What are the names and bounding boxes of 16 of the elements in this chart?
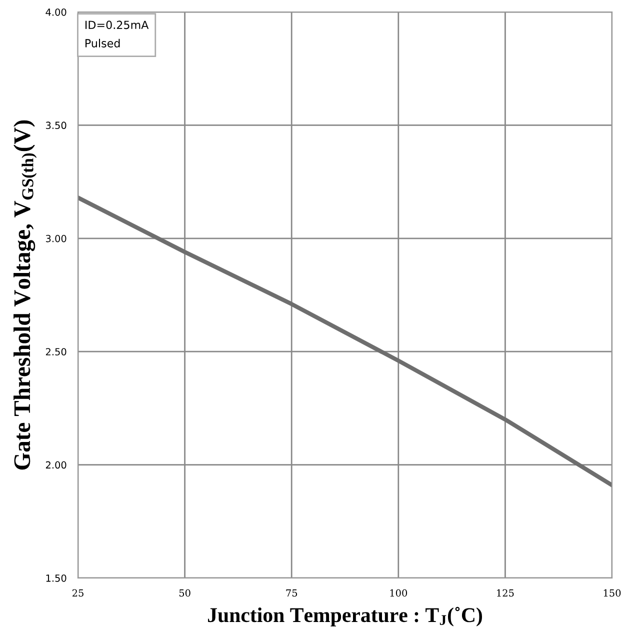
y-tick-label: 3.50 bbox=[46, 122, 66, 130]
line-series bbox=[78, 196, 612, 488]
y-tick-label: 2.50 bbox=[46, 348, 66, 356]
x-tick-label: 75 bbox=[286, 589, 298, 597]
x-tick-label: 25 bbox=[72, 589, 84, 597]
x-tick-label: 150 bbox=[604, 589, 621, 597]
y-tick-label: 4.00 bbox=[46, 8, 66, 16]
y-axis-title: Gate Threshold Voltage, V$_{GS(th)}$(V) bbox=[14, 120, 37, 470]
y-tick-label: 3.00 bbox=[46, 234, 66, 242]
y-tick-label: 2.00 bbox=[46, 461, 66, 469]
x-tick-label: 125 bbox=[497, 589, 514, 597]
x-tick-label: 50 bbox=[179, 589, 190, 597]
annotation: ID=0.25mA Pulsed bbox=[86, 20, 149, 48]
x-tick-label: 100 bbox=[390, 589, 408, 597]
x-axis-title: Junction Temperature : T$_{J}$(˚C) bbox=[208, 606, 482, 626]
y-tick-label: 1.50 bbox=[46, 574, 66, 582]
